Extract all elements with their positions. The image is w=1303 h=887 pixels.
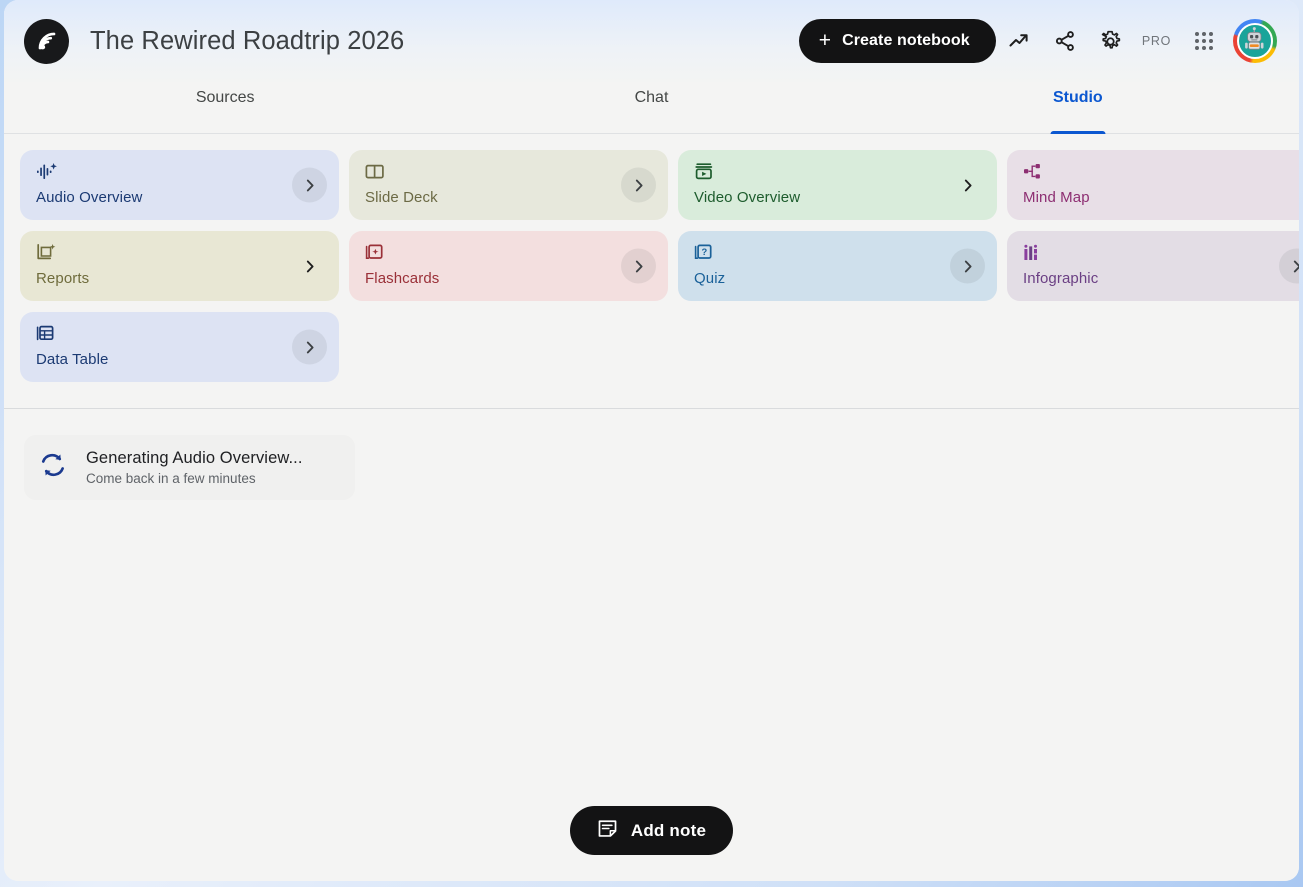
svg-text:?: ? bbox=[702, 246, 708, 257]
chevron-right-icon[interactable] bbox=[950, 248, 985, 284]
pro-badge: PRO bbox=[1141, 34, 1171, 48]
reports-sparkle-icon bbox=[36, 243, 89, 262]
studio-card-slide-deck[interactable]: Slide Deck bbox=[349, 150, 668, 220]
studio-cards-grid: Audio Overview bbox=[20, 150, 1299, 382]
studio-card-label: Audio Overview bbox=[36, 189, 143, 206]
studio-card-data-table[interactable]: Data Table bbox=[20, 312, 339, 382]
notebooklm-logo-icon[interactable] bbox=[24, 18, 69, 64]
app-header: The Rewired Roadtrip 2026 + Create noteb… bbox=[4, 0, 1299, 82]
chevron-right-icon[interactable] bbox=[621, 167, 656, 203]
tab-studio[interactable]: Studio bbox=[865, 82, 1291, 133]
studio-card-audio-overview[interactable]: Audio Overview bbox=[20, 150, 339, 220]
studio-card-label: Slide Deck bbox=[365, 189, 438, 206]
notebook-title[interactable]: The Rewired Roadtrip 2026 bbox=[90, 26, 405, 55]
studio-card-quiz[interactable]: ? Quiz bbox=[678, 231, 997, 301]
generating-title: Generating Audio Overview... bbox=[86, 449, 303, 467]
add-note-bar: Add note bbox=[4, 806, 1299, 855]
avatar[interactable] bbox=[1233, 19, 1277, 63]
chevron-right-icon[interactable] bbox=[1279, 168, 1299, 203]
sync-refresh-icon bbox=[38, 450, 68, 485]
chevron-right-icon[interactable] bbox=[950, 168, 985, 203]
chevron-right-icon[interactable] bbox=[621, 248, 656, 284]
studio-card-label: Video Overview bbox=[694, 189, 801, 206]
tab-sources[interactable]: Sources bbox=[12, 82, 438, 133]
brand-area: The Rewired Roadtrip 2026 bbox=[24, 18, 405, 64]
create-notebook-button[interactable]: + Create notebook bbox=[798, 19, 996, 63]
studio-card-mind-map[interactable]: Mind Map bbox=[1007, 150, 1299, 220]
studio-card-label: Reports bbox=[36, 270, 90, 287]
share-icon[interactable] bbox=[1042, 18, 1088, 64]
mind-map-icon bbox=[1023, 162, 1090, 181]
chevron-right-icon[interactable] bbox=[292, 329, 327, 365]
chevron-right-icon[interactable] bbox=[292, 249, 327, 284]
audio-waveform-sparkle-icon bbox=[36, 162, 142, 181]
studio-card-label: Quiz bbox=[694, 270, 726, 287]
generating-subtitle: Come back in a few minutes bbox=[86, 471, 256, 486]
flashcards-icon bbox=[365, 243, 439, 262]
studio-card-flashcards[interactable]: Flashcards bbox=[349, 231, 668, 301]
robot-avatar-icon bbox=[1237, 23, 1273, 59]
trending-up-icon[interactable] bbox=[996, 18, 1042, 64]
tab-chat[interactable]: Chat bbox=[438, 82, 864, 133]
presentation-icon bbox=[365, 162, 438, 181]
studio-card-infographic[interactable]: Infographic bbox=[1007, 231, 1299, 301]
apps-grid-icon[interactable] bbox=[1181, 18, 1227, 64]
header-actions: + Create notebook bbox=[798, 18, 1277, 64]
studio-card-video-overview[interactable]: Video Overview bbox=[678, 150, 997, 220]
studio-panel: Audio Overview bbox=[4, 134, 1299, 881]
studio-card-label: Flashcards bbox=[365, 270, 440, 287]
video-player-icon bbox=[694, 162, 800, 181]
add-note-button[interactable]: Add note bbox=[569, 806, 734, 855]
bar-chart-icon bbox=[1023, 243, 1098, 262]
generating-audio-overview-row[interactable]: Generating Audio Overview... Come back i… bbox=[24, 435, 355, 500]
app-window: The Rewired Roadtrip 2026 + Create noteb… bbox=[4, 0, 1299, 881]
chevron-right-icon[interactable] bbox=[292, 167, 327, 203]
studio-output-list: Generating Audio Overview... Come back i… bbox=[4, 409, 1299, 500]
main-tabs: Sources Chat Studio bbox=[4, 82, 1299, 134]
quiz-question-icon: ? bbox=[694, 243, 725, 262]
studio-cards-area: Audio Overview bbox=[4, 134, 1299, 394]
studio-card-label: Infographic bbox=[1023, 270, 1099, 287]
note-icon bbox=[597, 818, 618, 844]
settings-gear-icon[interactable] bbox=[1088, 18, 1134, 64]
studio-card-label: Data Table bbox=[36, 351, 109, 368]
data-table-icon bbox=[36, 324, 108, 343]
studio-divider bbox=[4, 408, 1299, 409]
chevron-right-icon[interactable] bbox=[1279, 248, 1299, 284]
studio-card-label: Mind Map bbox=[1023, 189, 1090, 206]
studio-card-reports[interactable]: Reports bbox=[20, 231, 339, 301]
create-notebook-label: Create notebook bbox=[842, 32, 970, 49]
plus-icon: + bbox=[818, 28, 832, 52]
add-note-label: Add note bbox=[630, 820, 707, 840]
